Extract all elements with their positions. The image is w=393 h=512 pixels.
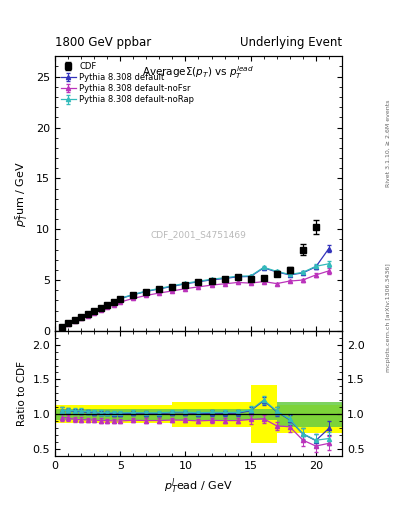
X-axis label: $p_T^{l}$ead / GeV: $p_T^{l}$ead / GeV [164,476,233,496]
Text: mcplots.cern.ch [arXiv:1306.3436]: mcplots.cern.ch [arXiv:1306.3436] [386,263,391,372]
Legend: CDF, Pythia 8.308 default, Pythia 8.308 default-noFsr, Pythia 8.308 default-noRa: CDF, Pythia 8.308 default, Pythia 8.308 … [59,60,196,106]
Text: Average$\Sigma(p_T)$ vs $p_T^{lead}$: Average$\Sigma(p_T)$ vs $p_T^{lead}$ [143,65,254,81]
Text: Underlying Event: Underlying Event [240,36,342,49]
Y-axis label: Ratio to CDF: Ratio to CDF [17,361,27,426]
Text: Rivet 3.1.10, ≥ 2.6M events: Rivet 3.1.10, ≥ 2.6M events [386,100,391,187]
Y-axis label: $p_T^{s}$um / GeV: $p_T^{s}$um / GeV [13,161,31,226]
Text: CDF_2001_S4751469: CDF_2001_S4751469 [151,230,246,239]
Text: 1800 GeV ppbar: 1800 GeV ppbar [55,36,151,49]
